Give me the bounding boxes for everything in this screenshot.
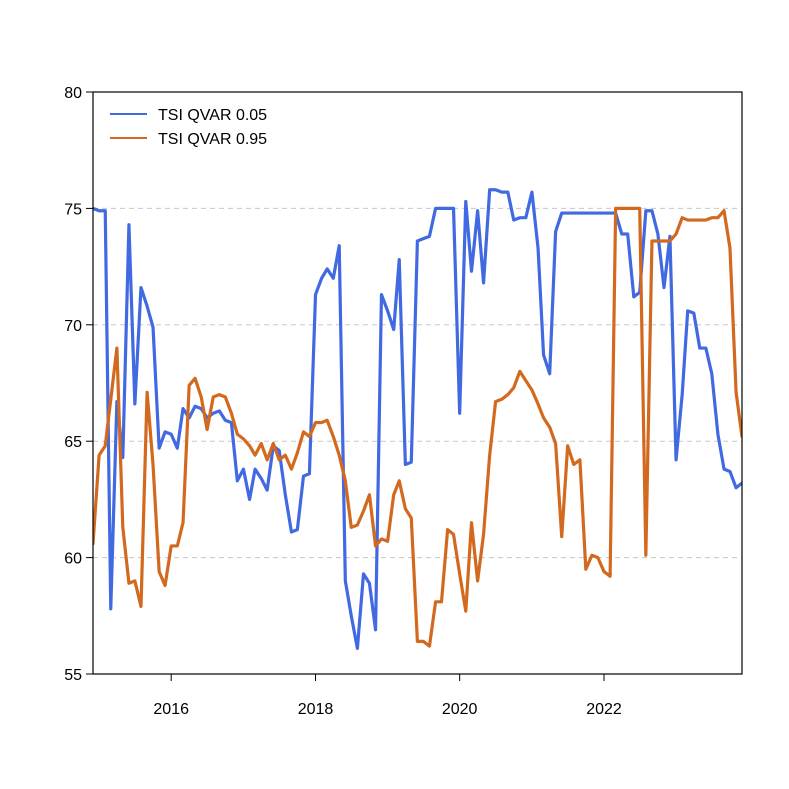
y-tick-label: 70 (64, 318, 82, 335)
series-line-2 (93, 206, 742, 648)
plot-frame (92, 91, 743, 675)
legend: TSI QVAR 0.05 TSI QVAR 0.95 (110, 107, 267, 148)
y-tick-label: 55 (64, 667, 82, 684)
legend-label-series-2: TSI QVAR 0.95 (158, 131, 267, 148)
x-tick-label: 2018 (298, 701, 334, 718)
y-tick-label: 60 (64, 551, 82, 568)
x-axis: 2016 2018 2020 2022 (153, 674, 622, 718)
y-axis: 55 60 65 70 75 80 (64, 85, 93, 684)
x-tick-label: 2022 (586, 701, 622, 718)
legend-label-series-1: TSI QVAR 0.05 (158, 107, 267, 124)
y-tick-label: 80 (64, 85, 82, 102)
y-tick-label: 65 (64, 434, 82, 451)
series-lines (93, 188, 742, 650)
x-tick-label: 2016 (153, 701, 189, 718)
y-tick-label: 75 (64, 201, 82, 218)
series-line-1 (93, 188, 742, 650)
x-tick-label: 2020 (442, 701, 478, 718)
